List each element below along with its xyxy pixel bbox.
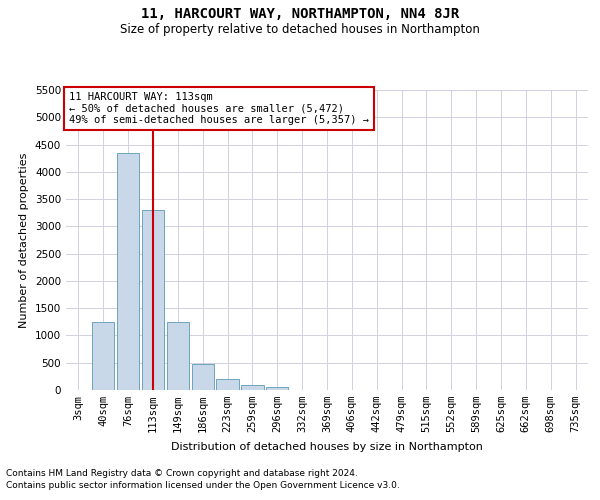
Text: Contains HM Land Registry data © Crown copyright and database right 2024.: Contains HM Land Registry data © Crown c… bbox=[6, 468, 358, 477]
Text: 11 HARCOURT WAY: 113sqm
← 50% of detached houses are smaller (5,472)
49% of semi: 11 HARCOURT WAY: 113sqm ← 50% of detache… bbox=[69, 92, 369, 125]
Y-axis label: Number of detached properties: Number of detached properties bbox=[19, 152, 29, 328]
Bar bbox=[241, 384, 263, 390]
Bar bbox=[167, 322, 189, 390]
Text: Distribution of detached houses by size in Northampton: Distribution of detached houses by size … bbox=[171, 442, 483, 452]
Text: Contains public sector information licensed under the Open Government Licence v3: Contains public sector information licen… bbox=[6, 481, 400, 490]
Text: 11, HARCOURT WAY, NORTHAMPTON, NN4 8JR: 11, HARCOURT WAY, NORTHAMPTON, NN4 8JR bbox=[141, 8, 459, 22]
Bar bbox=[92, 322, 115, 390]
Text: Size of property relative to detached houses in Northampton: Size of property relative to detached ho… bbox=[120, 22, 480, 36]
Bar bbox=[117, 152, 139, 390]
Bar bbox=[191, 364, 214, 390]
Bar bbox=[266, 386, 289, 390]
Bar bbox=[217, 379, 239, 390]
Bar bbox=[142, 210, 164, 390]
